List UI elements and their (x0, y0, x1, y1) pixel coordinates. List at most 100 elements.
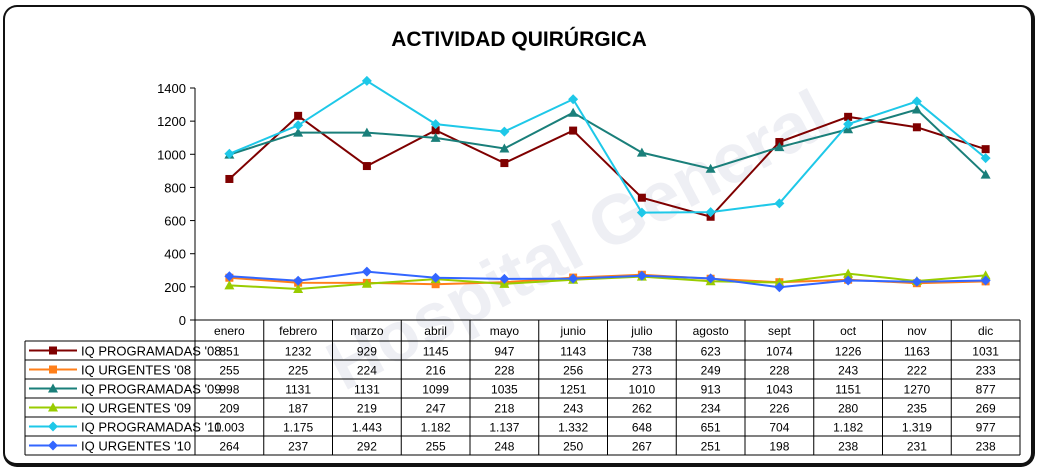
table-cell: 219 (357, 402, 377, 416)
y-tick-label: 1000 (157, 147, 186, 162)
legend-marker (49, 365, 57, 374)
table-cell: 243 (838, 364, 858, 378)
table-cell: 704 (769, 421, 789, 435)
x-category-label: abril (424, 324, 447, 338)
table-cell: 187 (288, 402, 308, 416)
table-cell: 225 (288, 364, 308, 378)
y-tick-label: 200 (164, 280, 186, 295)
legend-marker (48, 383, 58, 393)
table-cell: 1270 (904, 383, 931, 397)
table-cell: 233 (976, 364, 996, 378)
table-cell: 243 (563, 402, 583, 416)
legend-marker (49, 346, 57, 355)
table-cell: 1.332 (558, 421, 588, 435)
table-cell: 1131 (285, 383, 311, 397)
y-tick-label: 400 (164, 247, 186, 262)
data-point (499, 273, 510, 284)
data-point (705, 163, 716, 173)
table-cell: 1099 (422, 383, 449, 397)
data-point (293, 284, 304, 294)
table-cell: 1232 (285, 345, 312, 359)
data-point (844, 112, 853, 121)
table-cell: 222 (907, 364, 927, 378)
table-cell: 977 (976, 421, 996, 435)
table-cell: 267 (632, 440, 652, 454)
data-point (912, 123, 921, 132)
table-cell: 1151 (835, 383, 861, 397)
data-point (774, 282, 785, 293)
data-point (980, 275, 991, 286)
table-cell: 1043 (766, 383, 793, 397)
table-cell: 216 (426, 364, 446, 378)
series-line (229, 108, 987, 176)
data-point (774, 198, 785, 209)
legend-label: IQ URGENTES '10 (81, 439, 191, 454)
table-cell: 249 (701, 364, 721, 378)
data-point (637, 193, 646, 202)
table-cell: 851 (219, 345, 239, 359)
table-cell: 269 (976, 402, 996, 416)
x-category-label: nov (907, 324, 926, 338)
data-point (224, 271, 235, 282)
table-cell: 256 (563, 364, 583, 378)
data-point (774, 142, 785, 152)
table-cell: 738 (632, 345, 652, 359)
data-point (361, 75, 372, 86)
table-cell: 929 (357, 345, 377, 359)
y-tick-label: 0 (179, 313, 186, 328)
legend-marker (48, 421, 58, 432)
y-tick-label: 600 (164, 214, 186, 229)
table-cell: 224 (357, 364, 377, 378)
table-cell: 1226 (835, 345, 862, 359)
table-cell: 1.182 (421, 421, 451, 435)
x-category-label: junio (559, 324, 586, 338)
data-point (224, 280, 235, 290)
data-point (705, 273, 716, 284)
data-point (568, 94, 579, 105)
table-cell: 1.182 (833, 421, 863, 435)
table-cell: 251 (701, 440, 721, 454)
x-category-label: marzo (350, 324, 384, 338)
table-cell: 1251 (560, 383, 587, 397)
legend-marker (48, 440, 58, 451)
table-cell: 1.003 (214, 421, 244, 435)
x-category-label: febrero (279, 324, 317, 338)
data-point (430, 132, 441, 142)
legend-label: IQ PROGRAMADAS '09 (81, 382, 221, 397)
data-point (430, 119, 441, 130)
table-cell: 228 (494, 364, 514, 378)
table-cell: 280 (838, 402, 858, 416)
series-line (229, 270, 986, 289)
legend-marker (48, 402, 58, 412)
table-cell: 235 (907, 402, 927, 416)
table-cell: 262 (632, 402, 652, 416)
table-cell: 238 (976, 440, 996, 454)
chart-title: ACTIVIDAD QUIRÚRGICA (391, 28, 647, 51)
table-cell: 1143 (560, 345, 586, 359)
table-cell: 264 (219, 440, 239, 454)
data-point (774, 277, 785, 287)
table-cell: 1010 (629, 383, 656, 397)
series-line (228, 79, 987, 214)
table-cell: 198 (769, 440, 789, 454)
data-point (224, 148, 235, 159)
data-point (569, 126, 578, 135)
data-point (430, 272, 441, 283)
data-point (293, 275, 304, 286)
legend-label: IQ PROGRAMADAS '08 (81, 344, 221, 359)
data-point (636, 270, 647, 281)
table-cell: 1.137 (489, 421, 519, 435)
data-point (225, 174, 234, 183)
table-cell: 234 (701, 402, 721, 416)
data-point (843, 268, 854, 278)
table-cell: 292 (357, 440, 377, 454)
data-point (843, 275, 854, 286)
x-category-label: dic (978, 324, 993, 338)
table-cell: 1.175 (283, 421, 313, 435)
legend-label: IQ URGENTES '09 (81, 401, 191, 416)
x-category-label: mayo (490, 324, 520, 338)
table-cell: 1031 (972, 345, 999, 359)
data-point (293, 120, 304, 131)
data-point (500, 159, 509, 168)
